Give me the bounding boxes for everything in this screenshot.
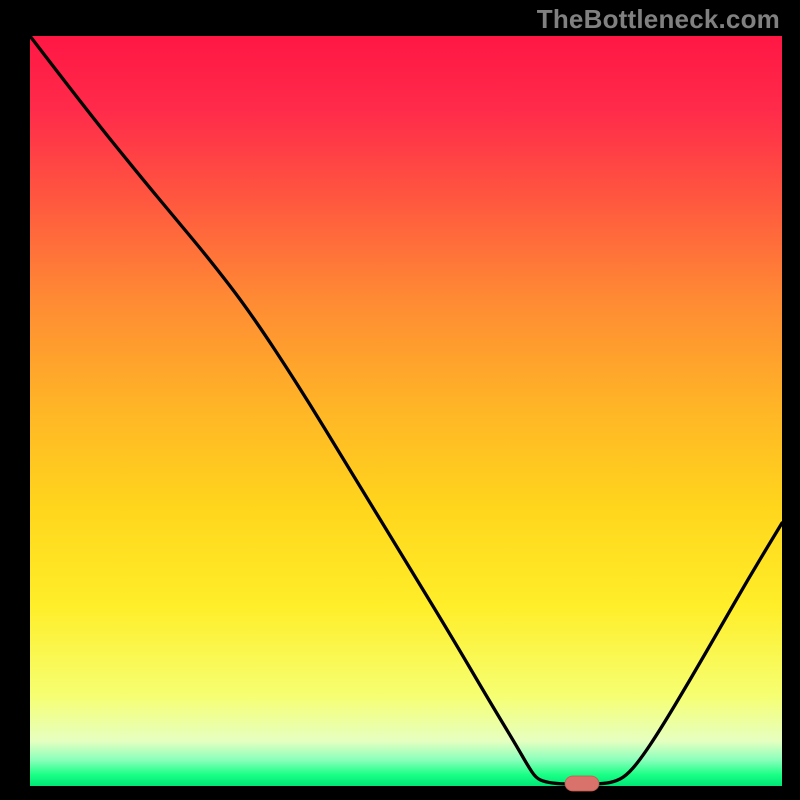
plot-area-rect	[30, 36, 782, 786]
watermark-text: TheBottleneck.com	[537, 4, 780, 35]
bottleneck-chart	[0, 0, 800, 800]
optimum-marker	[565, 776, 599, 791]
chart-frame: TheBottleneck.com	[0, 0, 800, 800]
